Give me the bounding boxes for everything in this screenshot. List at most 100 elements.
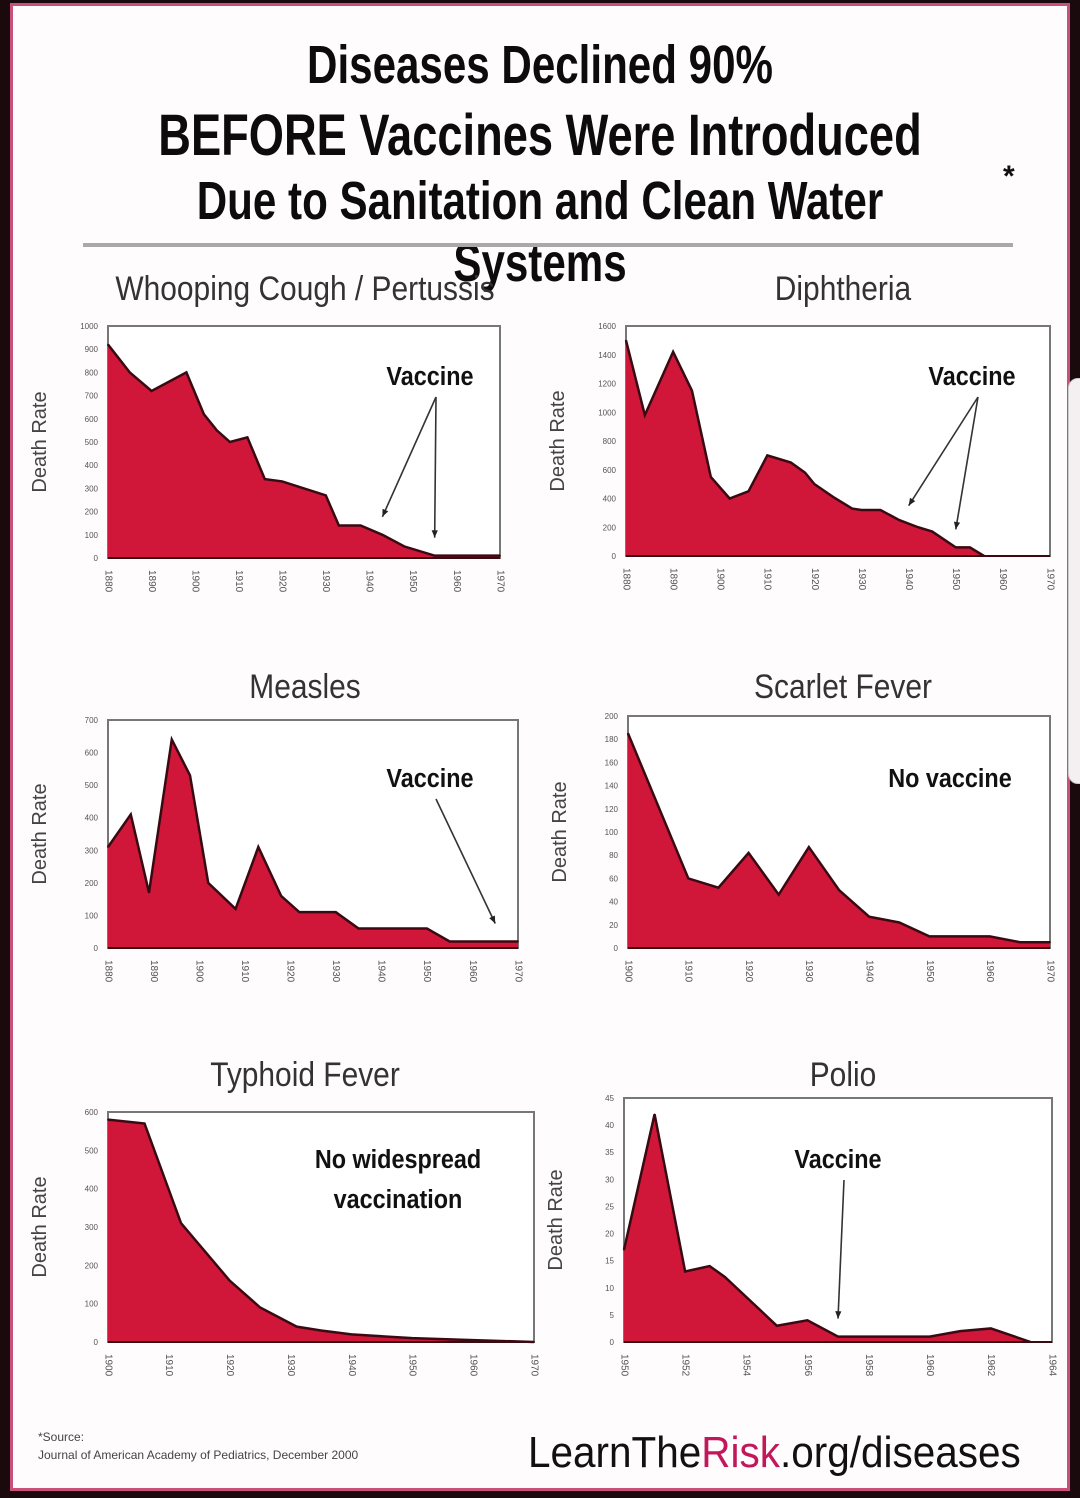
data-point (216, 429, 218, 432)
x-tick-label: 1960 (468, 1354, 479, 1377)
y-tick-label: 1200 (598, 380, 616, 389)
data-point (350, 1333, 353, 1336)
x-tick-label: 1950 (407, 1354, 418, 1377)
x-tick-label: 1962 (985, 1354, 996, 1377)
y-tick-label: 300 (85, 1223, 99, 1232)
url-prefix: LearnThe (528, 1428, 702, 1477)
data-point (381, 534, 384, 536)
data-point (324, 494, 327, 497)
y-tick-label: 140 (605, 782, 619, 791)
arrowhead-icon (431, 530, 438, 538)
x-tick-label: 1900 (189, 570, 200, 593)
data-point (477, 554, 480, 557)
data-point (851, 507, 853, 510)
chart-title: Whooping Cough / Pertussis (115, 270, 495, 308)
annotation-text: No vaccine (888, 765, 1011, 793)
y-tick-label: 100 (85, 911, 99, 920)
y-tick-label: 500 (85, 781, 99, 790)
edge-panel-handle[interactable] (1068, 378, 1080, 784)
arrowhead-icon (835, 1311, 842, 1319)
data-point (728, 497, 731, 500)
data-point (234, 908, 237, 910)
x-tick-label: 1950 (407, 570, 418, 593)
data-point (148, 891, 150, 894)
y-tick-label: 600 (603, 466, 617, 475)
data-point (295, 1325, 298, 1328)
y-tick-label: 300 (85, 846, 99, 855)
x-tick-label: 1880 (620, 568, 631, 591)
x-tick-label: 1910 (163, 1354, 174, 1377)
y-tick-label: 600 (85, 415, 99, 424)
data-point (499, 554, 501, 557)
data-point (623, 1249, 625, 1251)
data-point (229, 441, 231, 443)
data-point (426, 927, 428, 930)
y-tick-label: 100 (605, 828, 619, 837)
website-url[interactable]: LearnTheRisk.org/diseases (528, 1428, 1021, 1478)
url-highlight: Risk (701, 1428, 781, 1477)
y-axis-label: Death Rate (29, 391, 51, 492)
x-tick-label: 1910 (239, 960, 250, 983)
vaccine-arrow (435, 798, 496, 924)
data-point (170, 738, 173, 741)
y-tick-label: 800 (603, 437, 617, 446)
y-axis-label: Death Rate (29, 1176, 51, 1277)
data-point (917, 526, 919, 529)
data-point (672, 351, 674, 353)
source-citation: *Source: Journal of American Academy of … (38, 1428, 358, 1464)
x-tick-label: 1910 (233, 570, 244, 593)
x-tick-label: 1952 (680, 1354, 691, 1377)
y-tick-label: 600 (85, 1108, 99, 1117)
x-tick-label: 1900 (715, 568, 726, 591)
x-tick-label: 1880 (102, 960, 113, 983)
x-tick-label: 1940 (903, 568, 914, 591)
x-tick-label: 1920 (224, 1354, 235, 1377)
y-tick-label: 180 (605, 735, 619, 744)
chart-title: Diphtheria (774, 270, 912, 308)
data-point (717, 886, 720, 889)
chart-title: Polio (809, 1056, 877, 1094)
data-point (150, 390, 153, 392)
data-point (446, 554, 449, 557)
data-point (766, 454, 769, 457)
x-tick-label: 1960 (984, 960, 995, 983)
data-point (644, 414, 646, 416)
y-tick-label: 60 (609, 874, 618, 883)
data-point (867, 1335, 870, 1338)
arrowhead-icon (953, 521, 961, 530)
headline-line-1: Diseases Declined 90% (307, 35, 773, 95)
y-tick-label: 1600 (598, 322, 616, 331)
data-point (868, 915, 870, 918)
data-point (320, 1329, 322, 1332)
x-tick-label: 1964 (1046, 1354, 1057, 1377)
y-tick-label: 0 (94, 554, 99, 563)
x-tick-label: 1940 (376, 960, 387, 983)
annotation-text: Vaccine (928, 363, 1015, 391)
data-point (687, 877, 690, 880)
x-tick-label: 1920 (277, 570, 288, 593)
data-point (359, 524, 362, 527)
x-tick-label: 1930 (320, 570, 331, 593)
x-tick-label: 1970 (1044, 568, 1055, 591)
data-point (790, 461, 792, 464)
x-tick-label: 1890 (667, 568, 678, 591)
data-point (747, 490, 750, 493)
y-tick-label: 0 (614, 944, 619, 953)
y-tick-label: 200 (605, 712, 619, 721)
x-tick-label: 1910 (683, 960, 694, 983)
data-point (448, 940, 451, 943)
data-point (259, 1306, 261, 1309)
y-tick-label: 5 (610, 1311, 615, 1320)
data-point (724, 1276, 726, 1278)
data-point (837, 1335, 839, 1338)
data-point (928, 1335, 931, 1338)
y-tick-label: 45 (605, 1094, 614, 1103)
arrowhead-icon (908, 497, 916, 506)
y-tick-label: 15 (605, 1257, 614, 1266)
vaccine-arrow (954, 396, 979, 530)
y-tick-label: 400 (85, 814, 99, 823)
chart-title: Scarlet Fever (754, 668, 932, 706)
data-point (990, 1327, 992, 1330)
